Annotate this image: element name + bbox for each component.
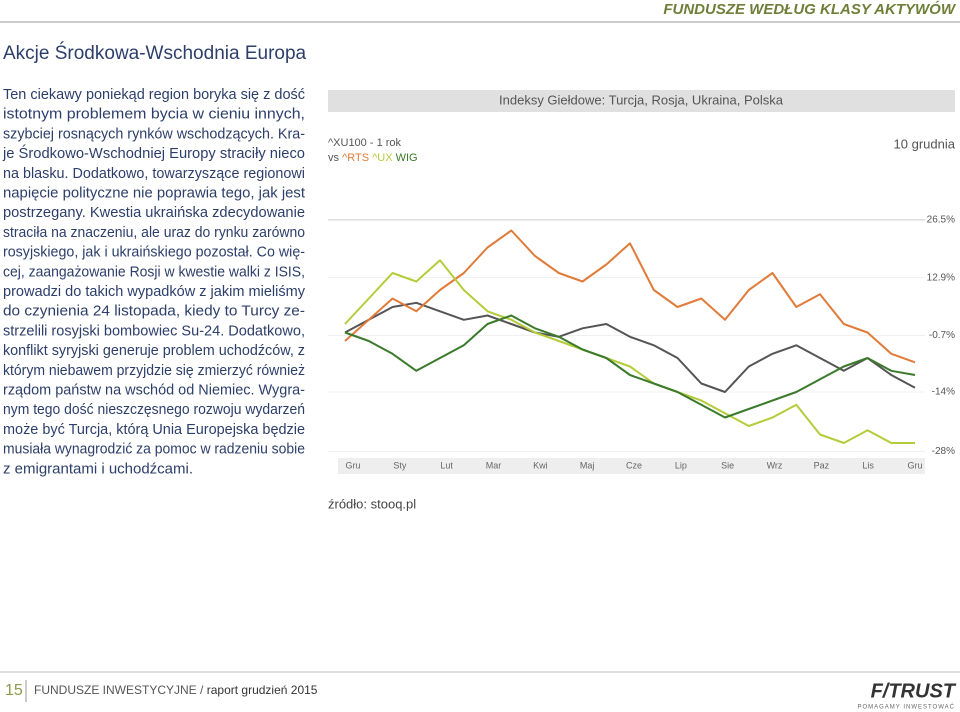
body-line: na blasku. Dodatkowo, towarzyszące regio… [3,165,305,182]
body-line: do czynienia 24 listopada, kiedy to Turc… [3,303,305,320]
body-line: może być Turcja, którą Unia Europejska b… [3,421,305,438]
legend-vs: vs [328,152,340,164]
section-header: FUNDUSZE WEDŁUG KLASY AKTYWÓW [663,0,956,18]
body-line: którym niebawem przyjdzie się zmierzyć r… [3,362,305,379]
x-tick-label: Mar [486,460,502,470]
body-line: strzelili rosyjski bombowiec Su-24. Doda… [3,322,305,339]
x-tick-label: Kwi [533,460,548,470]
tagline: POMAGAMY INWESTOWAĆ [857,704,955,711]
body-line: straciła na znaczeniu, ale uraz do rynku… [3,224,305,241]
x-tick-label: Gru [345,460,360,470]
chart-title-bar [328,90,955,112]
x-tick-label: Lis [862,460,874,470]
body-text: Ten ciekawy poniekąd region boryka się z… [2,86,306,477]
legend-entry: ^XU100 [328,137,367,149]
chart-source: źródło: stooq.pl [328,496,416,511]
x-tick-label: Sie [721,460,734,470]
body-line: z emigrantami i uchodźcami. [3,460,193,477]
separator: / [200,683,204,697]
x-tick-label: Maj [580,460,595,470]
x-axis-band [338,458,925,474]
legend-entry: ^RTS [342,152,369,164]
series-line [344,259,915,444]
y-tick-label: 12.9% [927,272,955,283]
legend-entry: WIG [396,152,418,164]
legend: vs ^RTS ^UX WIG [328,152,418,164]
legend-title: ^XU100 - 1 rok [328,137,402,149]
legend-entry: ^UX [372,152,393,164]
series-line [344,314,916,419]
body-line: rosyjskiego, jak i ukraińskiego pozostał… [3,244,305,261]
chart-date: 10 grudnia [894,136,956,151]
body-line: musiała wynagrodzić za pomoc w radzeniu … [3,441,305,458]
body-line: rządom państw na wschód od Niemiec. Wygr… [3,381,305,398]
footer-text: FUNDUSZE INWESTYCYJNE / raport grudzień … [34,683,318,697]
series-line [344,229,916,364]
body-line: je Środkowo-Wschodniej Europy straciły n… [2,144,305,162]
body-line: istotnym problemem bycia w cieniu innych… [3,106,305,123]
y-tick-label: -14% [932,387,955,398]
body-line: cej, zaangażowanie Rosji w kwestie walki… [3,263,305,280]
chart: 26.5% 12.9% -0.7% -14% -28% Gru Sty Lut Mar Kwi Ma… [328,137,955,470]
page-number: 15 [5,682,23,699]
chart-title: Indeksy Giełdowe: Turcja, Rosja, Ukraina… [499,92,784,107]
x-tick-label: Lip [675,460,687,470]
issue: raport grudzień 2015 [207,683,318,697]
publication: FUNDUSZE INWESTYCYJNE [34,683,197,697]
x-tick-label: Cze [626,460,642,470]
body-line: postrzegany. Kwestia ukraińska zdecydowa… [3,204,305,221]
x-tick-label: Sty [393,460,407,470]
y-tick-label: 26.5% [927,215,955,226]
body-line: Ten ciekawy poniekąd region boryka się z… [3,86,305,103]
body-line: nym tego dość nieszczęsnego rozwoju wyda… [3,401,305,418]
y-tick-label: -0.7% [929,330,955,341]
series-line [344,301,916,393]
legend-suffix: - 1 rok [370,137,402,149]
logo: F/TRUST [871,680,957,702]
body-line: prowadzi do takich wypadków z jakim miel… [3,283,305,300]
section-title: Akcje Środkowa-Wschodnia Europa [3,42,307,64]
x-tick-label: Wrz [767,460,783,470]
y-tick-label: -28% [932,446,955,457]
body-line: napięcie polityczne nie poprawia tego, j… [3,184,306,201]
body-line: szybciej rosnących rynków wschodzących. … [3,125,305,142]
x-tick-label: Lut [440,460,453,470]
x-tick-label: Gru [907,460,922,470]
x-tick-label: Paz [814,460,830,470]
body-line: konflikt syryjski generuje problem uchod… [3,342,305,359]
